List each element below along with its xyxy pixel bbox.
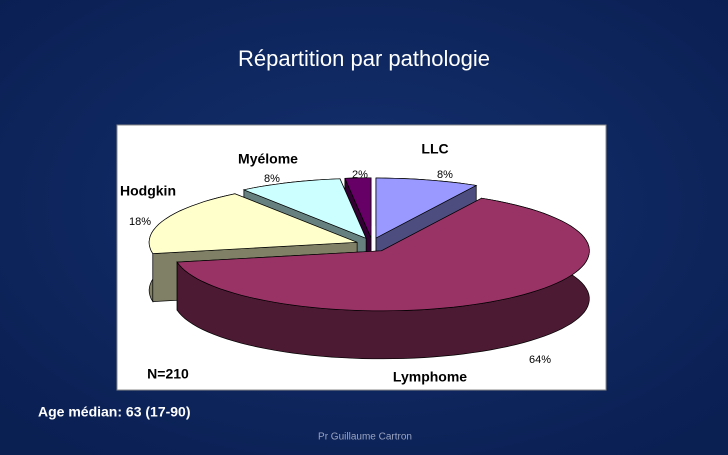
value-label: 2%: [352, 169, 368, 181]
chart-title: Répartition par pathologie: [238, 46, 490, 71]
slice: [242, 178, 367, 239]
value-label: 64%: [529, 354, 551, 366]
footer: Pr Guillaume Cartron: [318, 432, 412, 443]
annotation: N=210: [147, 366, 189, 382]
pie: [148, 177, 590, 360]
value-label: 18%: [129, 216, 151, 228]
slice-label: LLC: [421, 141, 448, 157]
value-label: 8%: [437, 169, 453, 181]
slice: [344, 177, 372, 238]
value-label: 8%: [264, 173, 280, 185]
slice-label: Myélome: [238, 151, 298, 167]
slice-label: Lymphome: [393, 369, 467, 385]
slice-label: Hodgkin: [120, 183, 176, 199]
slice: [375, 177, 478, 239]
slice: [176, 197, 590, 312]
annotation: Age médian: 63 (17-90): [38, 404, 191, 420]
slice: [148, 193, 358, 254]
